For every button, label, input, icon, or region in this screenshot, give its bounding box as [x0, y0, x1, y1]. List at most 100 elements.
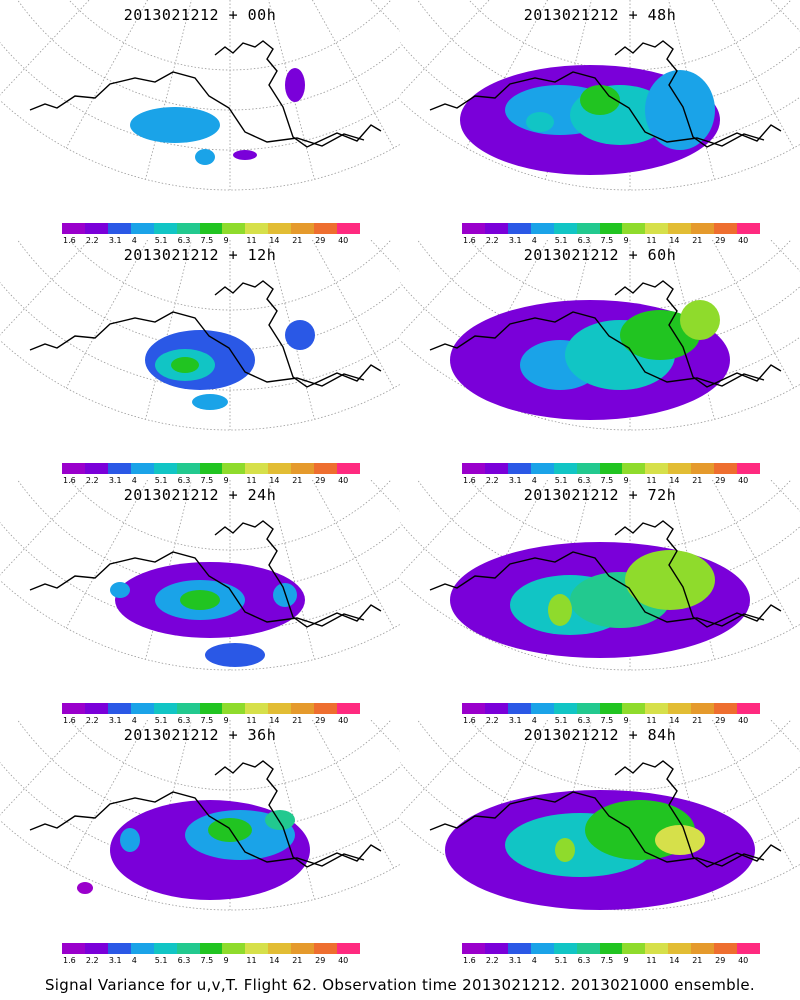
colorbar-label: 11	[646, 236, 657, 245]
colorbar-segment	[668, 223, 692, 234]
variance-contour	[77, 882, 93, 894]
variance-contour	[680, 300, 720, 340]
meridian-line	[370, 240, 400, 272]
map-panel: 2013021212 + 00h 1.6 2.2 3.1 4 5.1 6.3 7.5 9 11 14…	[0, 0, 400, 245]
variance-contour	[205, 643, 265, 667]
colorbar-label: 4	[531, 956, 537, 965]
colorbar-segment	[222, 703, 246, 714]
colorbar-label: 5.1	[154, 956, 168, 965]
coastline	[29, 311, 365, 387]
colorbar-segment	[691, 703, 715, 714]
panel-title: 2013021212 + 36h	[123, 726, 277, 744]
variance-contour	[655, 825, 705, 855]
colorbar-segment	[714, 703, 738, 714]
colorbar-labels: 1.6 2.2 3.1 4 5.1 6.3 7.5 9 11 14 21 29 40	[62, 476, 360, 486]
map-panel: 2013021212 + 84h 1.6 2.2 3.1 4 5.1 6.3 7.5 9 11 14…	[400, 720, 800, 965]
coastline	[29, 551, 365, 627]
latitude-line	[417, 0, 800, 111]
colorbar-segment	[268, 943, 292, 954]
meridian-line	[65, 480, 148, 629]
variance-contour	[645, 70, 715, 150]
colorbar-segment	[199, 943, 223, 954]
colorbar-label: 5.1	[554, 716, 568, 725]
variance-contour	[192, 394, 228, 410]
colorbar-segment	[484, 943, 508, 954]
colorbar-label: 11	[646, 716, 657, 725]
variance-contour	[195, 149, 215, 165]
colorbar-segment	[62, 703, 85, 714]
meridian-line	[0, 0, 90, 96]
latitude-line	[468, 720, 792, 791]
colorbar-segment	[130, 223, 154, 234]
variance-contour	[233, 150, 257, 160]
colorbar-segment	[176, 703, 200, 714]
colorbar-label: 6.3	[177, 716, 191, 725]
colorbar-label: 6.3	[577, 956, 591, 965]
colorbar-segment	[462, 943, 485, 954]
map-panel: 2013021212 + 36h 1.6 2.2 3.1 4 5.1 6.3 7.5 9 11 14…	[0, 720, 400, 965]
colorbar-label: 29	[315, 476, 326, 485]
latitude-line	[68, 240, 392, 311]
colorbar-segment	[291, 703, 315, 714]
colorbar-labels: 1.6 2.2 3.1 4 5.1 6.3 7.5 9 11 14 21 29 40	[462, 716, 760, 726]
map-panel: 2013021212 + 24h 1.6 2.2 3.1 4 5.1 6.3 7.5 9 11 14…	[0, 480, 400, 725]
colorbar-label: 2.2	[85, 716, 99, 725]
colorbar-label: 6.3	[177, 476, 191, 485]
colorbar-segment	[691, 463, 715, 474]
colorbar-label: 29	[715, 716, 726, 725]
variance-contour	[285, 68, 305, 102]
latitude-line	[17, 720, 400, 831]
polar-map	[400, 720, 800, 911]
colorbar-segment	[245, 943, 269, 954]
colorbar-label: 7.5	[200, 476, 214, 485]
colorbar-segment	[462, 223, 485, 234]
panel-title: 2013021212 + 72h	[523, 486, 677, 504]
colorbar-label: 1.6	[463, 236, 476, 245]
meridian-line	[145, 0, 192, 180]
colorbar-label: 3.1	[108, 956, 122, 965]
meridian-line	[312, 480, 395, 629]
colorbar-segment	[337, 703, 360, 714]
colorbar-label: 9	[223, 956, 229, 965]
colorbar-label: 5.1	[154, 236, 168, 245]
colorbar-segment	[507, 943, 531, 954]
colorbar-label: 11	[246, 956, 257, 965]
colorbar-label: 3.1	[108, 716, 122, 725]
colorbar	[462, 943, 760, 954]
colorbar-label: 6.3	[177, 956, 191, 965]
colorbar-segment	[737, 463, 760, 474]
colorbar-segment	[553, 943, 577, 954]
meridian-line	[370, 720, 400, 752]
variance-contour	[180, 590, 220, 610]
colorbar-segment	[599, 943, 623, 954]
colorbar	[462, 703, 760, 714]
meridian-line	[0, 240, 90, 336]
colorbar-segment	[691, 223, 715, 234]
colorbar-label: 2.2	[85, 236, 99, 245]
colorbar-segment	[576, 463, 600, 474]
polar-map	[400, 480, 800, 671]
colorbar-label: 40	[738, 476, 749, 485]
colorbar-segment	[714, 223, 738, 234]
meridian-line	[268, 480, 315, 660]
colorbar-label: 4	[131, 236, 137, 245]
colorbar-label: 7.5	[200, 716, 214, 725]
colorbar-label: 14	[669, 236, 680, 245]
meridian-line	[400, 720, 490, 816]
colorbar-segment	[107, 703, 131, 714]
colorbar-label: 2.2	[485, 476, 499, 485]
colorbar-segment	[668, 703, 692, 714]
colorbar-label: 7.5	[600, 716, 614, 725]
coastline	[614, 760, 782, 868]
coastline	[429, 71, 765, 147]
colorbar-segment	[130, 943, 154, 954]
colorbar-label: 9	[223, 716, 229, 725]
colorbar-segment	[245, 223, 269, 234]
panel-title: 2013021212 + 12h	[123, 246, 277, 264]
colorbar-label: 7.5	[200, 236, 214, 245]
colorbar-labels: 1.6 2.2 3.1 4 5.1 6.3 7.5 9 11 14 21 29 40	[62, 956, 360, 966]
colorbar-segment	[622, 463, 646, 474]
meridian-line	[400, 0, 490, 96]
colorbar-segment	[130, 703, 154, 714]
meridian-line	[712, 0, 795, 149]
